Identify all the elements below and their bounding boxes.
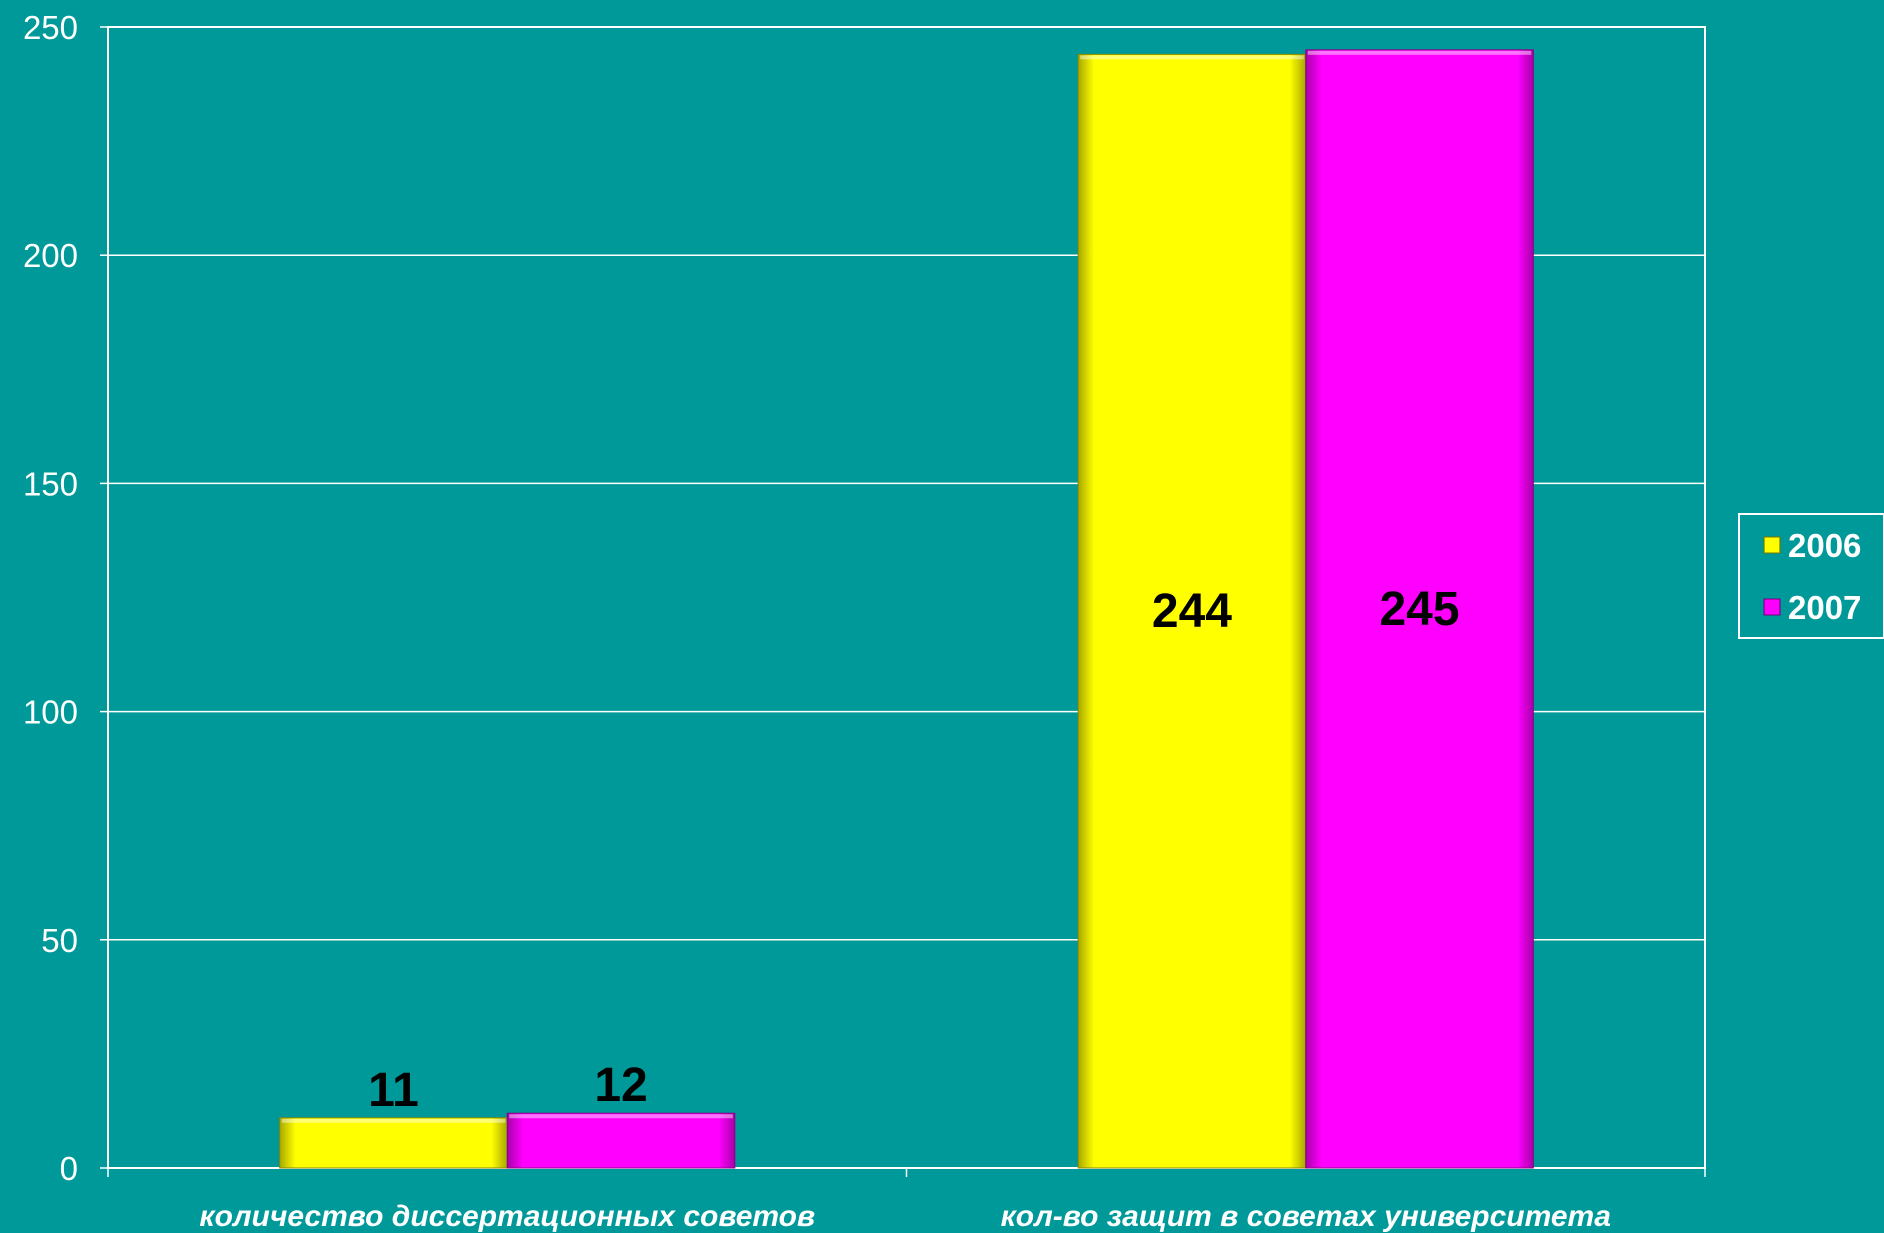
legend-label-2006: 2006	[1788, 527, 1861, 564]
bar-highlight	[281, 1118, 506, 1123]
bar-2007-1	[506, 1112, 736, 1169]
bar-2007-2	[1305, 49, 1534, 1169]
value-label: 245	[1379, 583, 1459, 636]
legend-swatch-2006	[1763, 536, 1781, 554]
legend-label-2007: 2007	[1788, 589, 1861, 626]
y-tick-label: 100	[23, 694, 78, 731]
bar-2006-1	[279, 1117, 508, 1169]
y-tick-label: 200	[23, 237, 78, 274]
y-tick-label: 150	[23, 465, 78, 502]
bar-highlight	[1307, 50, 1532, 55]
legend-swatch-2007	[1763, 598, 1781, 616]
y-tick-label: 250	[23, 9, 78, 46]
y-tick-label: 0	[60, 1150, 78, 1187]
x-category-label: кол-во защит в советах университета	[1001, 1200, 1611, 1233]
value-label: 244	[1152, 585, 1232, 638]
value-label: 12	[594, 1059, 647, 1112]
x-category-label: количество диссертационных советов	[199, 1200, 815, 1233]
bar-highlight	[1080, 55, 1304, 60]
legend: 2006 2007	[1738, 513, 1884, 639]
y-axis: 0 50 100 150 200 250	[23, 9, 108, 1187]
bar-highlight	[509, 1114, 733, 1119]
legend-box	[1738, 513, 1884, 639]
bars	[279, 49, 1534, 1169]
y-tick-label: 50	[41, 922, 78, 959]
bar-2006-2	[1077, 53, 1307, 1169]
x-axis: количество диссертационных советов кол-во…	[107, 1167, 1706, 1233]
value-labels: 11 244 12 245	[368, 583, 1459, 1117]
value-label: 11	[368, 1064, 419, 1117]
